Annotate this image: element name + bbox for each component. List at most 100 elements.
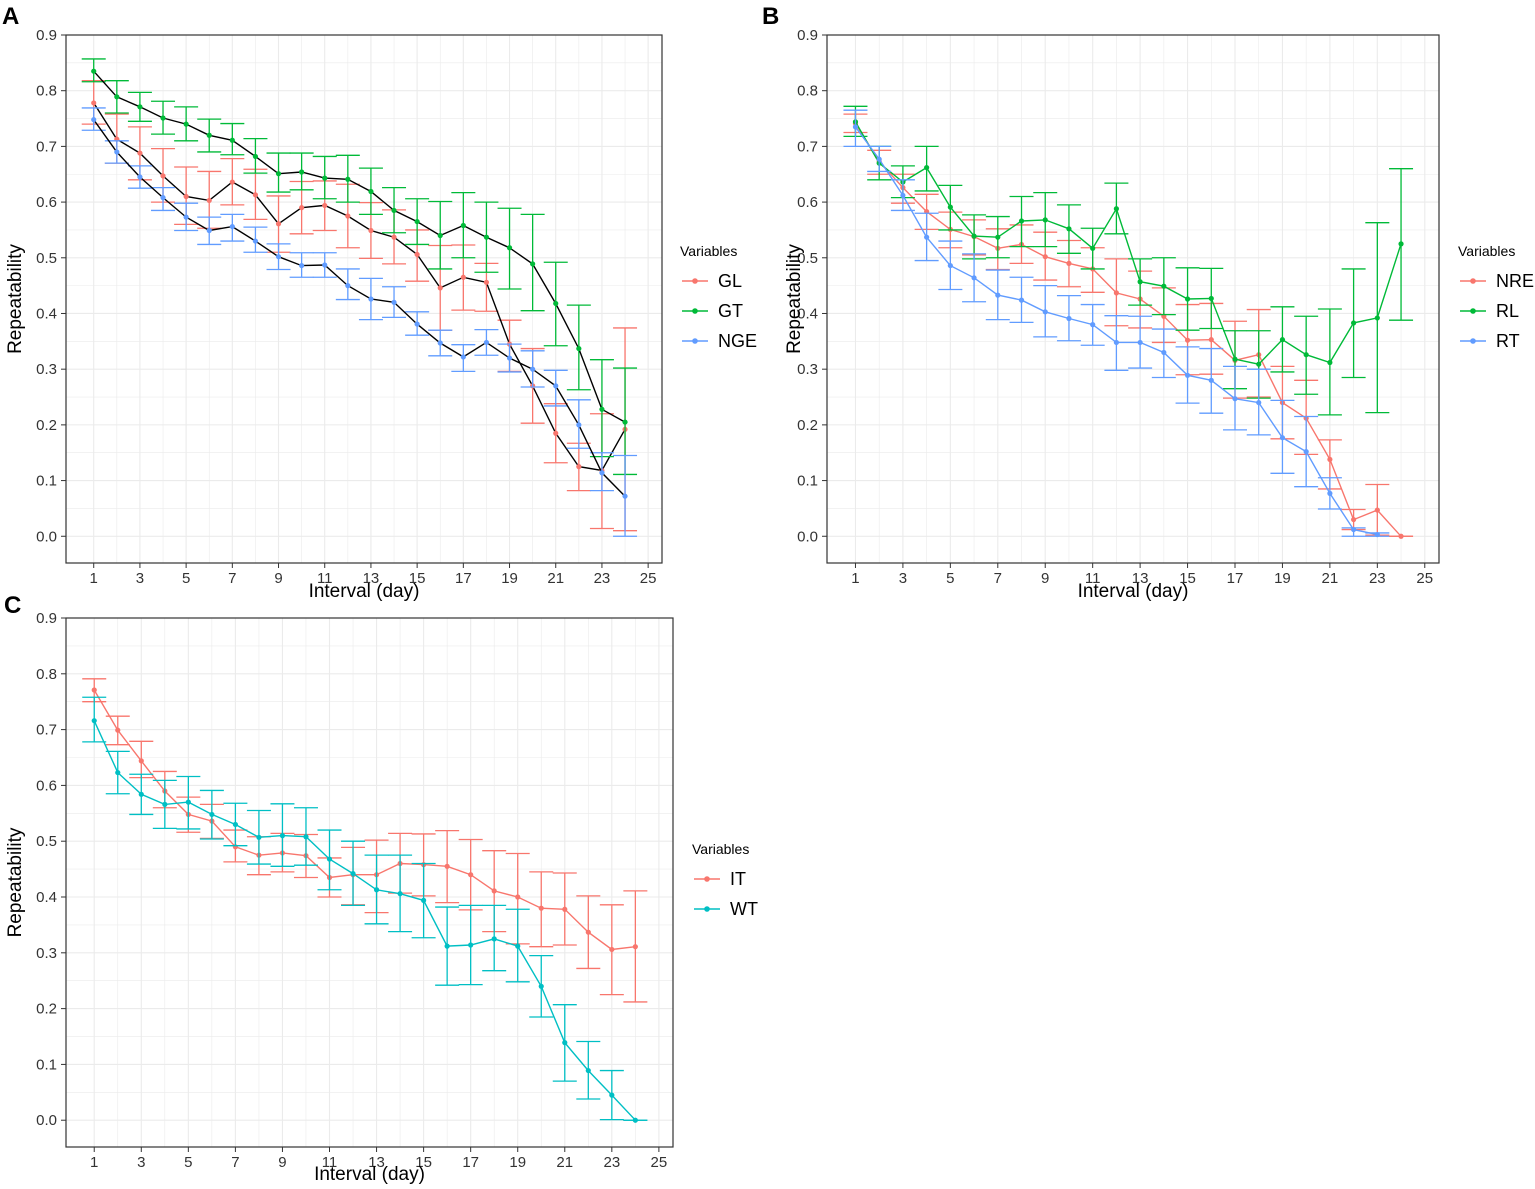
point-rl-14: [1161, 283, 1167, 289]
point-nge-24: [622, 493, 628, 499]
legend-title: Variables: [692, 841, 749, 857]
series-line-it: [93, 689, 636, 951]
y-tick-label: 0.5: [797, 250, 818, 267]
point-it-1: [91, 687, 97, 693]
legend-key-point: [1470, 278, 1476, 284]
point-wt-10: [303, 834, 309, 840]
point-it-18: [491, 888, 497, 894]
x-tick-label: 11: [1085, 570, 1101, 587]
y-tick-label: 0.7: [797, 138, 818, 155]
point-nre-16: [1208, 337, 1214, 343]
series-line-gt: [93, 70, 626, 423]
point-it-16: [444, 863, 450, 869]
point-rt-21: [1327, 490, 1333, 496]
series-wt: [82, 696, 648, 1123]
point-rl-11: [1090, 245, 1096, 251]
point-rt-20: [1303, 449, 1309, 455]
x-tick-label: 7: [231, 1154, 239, 1171]
panel-letter-c: C: [4, 592, 21, 619]
legend-label-nge: NGE: [718, 331, 757, 351]
x-tick-label: 1: [90, 570, 98, 587]
point-rt-14: [1161, 349, 1167, 356]
y-tick-label: 0.7: [36, 722, 57, 739]
series-line-gl: [93, 102, 626, 472]
legend-label-rl: RL: [1496, 301, 1519, 321]
legend-label-wt: WT: [730, 899, 758, 919]
point-nge-22: [576, 422, 582, 428]
point-it-22: [585, 929, 591, 935]
x-tick-label: 13: [363, 570, 380, 587]
point-gt-16: [437, 232, 443, 239]
point-it-23: [609, 946, 615, 953]
point-nge-19: [506, 355, 513, 361]
point-it-19: [515, 894, 521, 900]
point-nre-10: [1066, 260, 1072, 266]
legend-key-point: [1470, 308, 1476, 314]
y-tick-label: 0.4: [36, 889, 57, 906]
panel-border: [65, 34, 663, 564]
point-rt-5: [947, 262, 953, 269]
panel-letter-a: A: [2, 3, 19, 30]
point-gt-3: [137, 104, 143, 110]
point-rl-21: [1327, 359, 1333, 366]
y-tick-label: 0.2: [36, 1001, 57, 1018]
point-wt-4: [162, 801, 168, 807]
y-tick-label: 0.1: [36, 1056, 57, 1073]
point-nge-2: [114, 149, 120, 155]
point-wt-8: [256, 834, 262, 840]
legend-key-point: [704, 876, 710, 882]
point-gl-18: [483, 279, 490, 285]
point-rt-19: [1279, 435, 1286, 441]
point-rt-18: [1256, 399, 1262, 406]
point-gl-9: [275, 221, 282, 227]
point-wt-16: [444, 943, 450, 949]
point-gt-8: [252, 153, 259, 160]
legend-key-point: [692, 338, 698, 344]
point-wt-15: [421, 897, 427, 903]
panel-a: A 1 3 5 7 9 11 13 15 17 19 21 23 250.00.10.20.30.40.…: [2, 3, 757, 602]
point-nre-22: [1351, 516, 1357, 523]
point-wt-17: [468, 942, 474, 948]
point-gt-21: [553, 300, 559, 307]
series-line-rl: [854, 121, 1402, 365]
point-nge-17: [460, 354, 466, 360]
point-gt-13: [368, 188, 374, 195]
point-wt-11: [326, 856, 333, 862]
y-tick-label: 0.0: [36, 1112, 57, 1129]
y-axis-title: Repeatability: [784, 244, 805, 354]
legend: Variables IT WT: [692, 841, 758, 919]
x-tick-label: 23: [1369, 570, 1386, 587]
x-tick-label: 7: [228, 570, 236, 587]
point-gl-7: [229, 179, 235, 185]
legend-title: Variables: [1458, 243, 1515, 259]
point-gt-14: [391, 207, 397, 214]
x-tick-label: 19: [1274, 570, 1291, 587]
point-rl-20: [1303, 352, 1309, 358]
plot-background: [827, 35, 1439, 563]
point-rt-9: [1042, 309, 1048, 315]
point-it-21: [562, 906, 568, 912]
point-rl-10: [1066, 226, 1072, 232]
series-rt: [843, 109, 1390, 538]
point-rl-23: [1374, 315, 1380, 321]
legend-item-gl: GL: [682, 271, 742, 291]
series-rl: [843, 105, 1414, 416]
series-line-nge: [93, 119, 626, 497]
x-tick-label: 9: [274, 570, 282, 587]
point-wt-3: [138, 791, 144, 797]
point-wt-6: [209, 811, 215, 818]
point-gl-12: [345, 213, 351, 219]
legend-title: Variables: [680, 243, 737, 259]
x-tick-label: 5: [946, 570, 954, 587]
x-tick-label: 25: [640, 570, 657, 587]
point-gt-17: [460, 222, 466, 229]
x-tick-label: 3: [899, 570, 907, 587]
x-axis-title: Interval (day): [314, 1164, 425, 1185]
point-wt-12: [350, 870, 356, 877]
point-nre-15: [1184, 337, 1191, 343]
point-wt-14: [397, 891, 403, 897]
point-nre-23: [1374, 507, 1380, 513]
x-tick-label: 3: [136, 570, 144, 587]
point-rt-13: [1137, 339, 1143, 346]
